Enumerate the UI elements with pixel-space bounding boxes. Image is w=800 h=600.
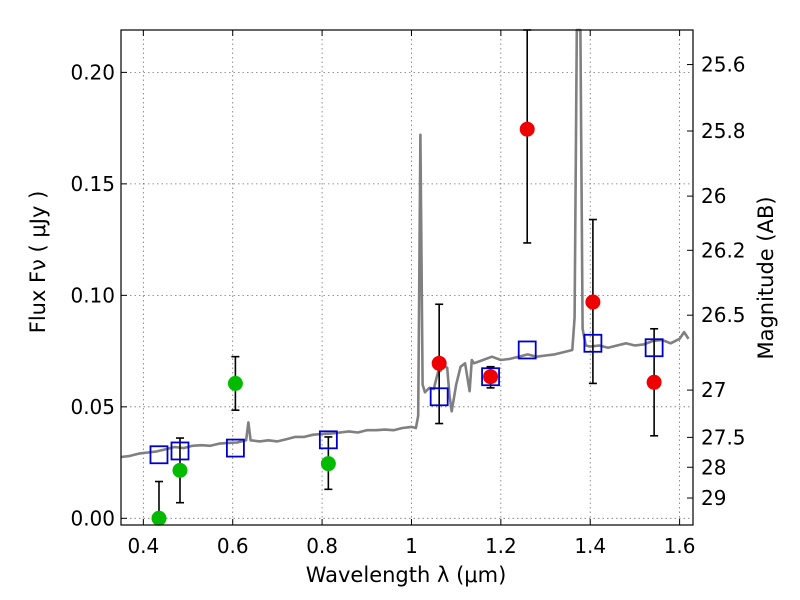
right-tick-label: 25.8 [701, 119, 746, 143]
y-tick-label: 0.00 [70, 506, 115, 530]
grid [121, 30, 693, 525]
x-axis-label: Wavelength λ (μm) [306, 563, 507, 587]
x-tick-label: 1.6 [664, 534, 696, 558]
right-tick-label: 25.6 [701, 53, 746, 77]
right-tick-label: 26 [701, 184, 726, 208]
right-tick-label: 28 [701, 455, 726, 479]
plot-frame [120, 29, 694, 526]
model-photometry-square [170, 441, 190, 461]
right-tick-label: 29 [701, 486, 726, 510]
right-axis-ticks: 25.6 25.8 26 26.2 26.5 27 27.5 28 29 [687, 53, 746, 510]
y-tick-label: 0.05 [70, 395, 115, 419]
model-photometry-square [583, 333, 603, 353]
y-tick-label: 0.15 [70, 172, 115, 196]
observed-nir-point [646, 374, 662, 390]
y-tick-label: 0.20 [70, 60, 115, 84]
model-photometry-square [318, 430, 338, 450]
right-tick-label: 26.5 [701, 303, 746, 327]
observed-nir-point [585, 294, 601, 310]
right-axis-label: Magnitude (AB) [754, 196, 778, 359]
model-photometry-square [481, 367, 500, 387]
y-axis-label: Flux Fν ( μJy ) [26, 191, 50, 334]
model-photometry-square [149, 445, 169, 465]
y-axis-ticks: 0.00 0.05 0.10 0.15 0.20 [70, 60, 127, 530]
model-photometry-square [517, 340, 537, 360]
x-tick-label: 0.6 [217, 534, 249, 558]
right-tick-label: 26.2 [701, 238, 746, 262]
x-tick-label: 1.4 [574, 534, 606, 558]
observed-photometry [151, 121, 662, 526]
right-tick-label: 27 [701, 378, 726, 402]
x-tick-label: 1 [405, 534, 418, 558]
right-tick-label: 27.5 [701, 425, 746, 449]
observed-optical-point [227, 375, 243, 391]
model-photometry [149, 333, 664, 465]
observed-nir-point [519, 121, 535, 137]
observed-optical-point [151, 510, 167, 526]
observed-nir-point [431, 355, 447, 371]
observed-nir-point [483, 369, 499, 385]
model-photometry-square [644, 338, 664, 358]
y-tick-label: 0.10 [70, 283, 115, 307]
observed-optical-point [172, 462, 188, 478]
observed-optical-point [320, 456, 336, 472]
model-photometry-square [225, 438, 245, 458]
model-photometry-square [429, 387, 449, 407]
x-tick-label: 0.8 [306, 534, 338, 558]
x-tick-label: 1.2 [485, 534, 517, 558]
x-tick-label: 0.4 [127, 534, 159, 558]
x-axis-ticks: 0.4 0.6 0.8 1 1.2 1.4 1.6 [127, 30, 696, 558]
